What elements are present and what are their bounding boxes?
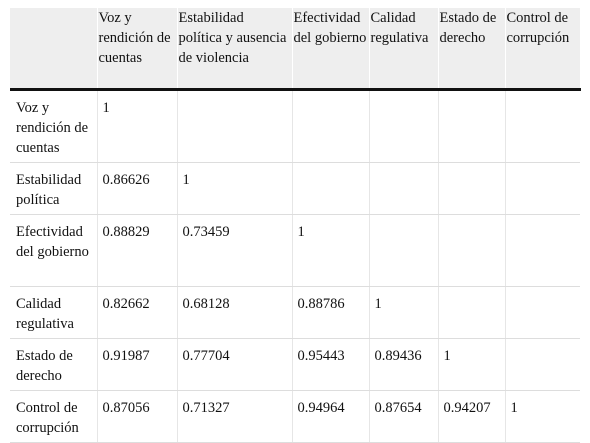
table-cell: 0.73459 (177, 214, 293, 287)
table-cell (177, 89, 293, 163)
table-cell (369, 162, 439, 215)
table-cell (438, 214, 506, 287)
table-cell: 1 (438, 338, 506, 391)
table-cell (505, 162, 580, 215)
row-label: Efectividad del gobierno (10, 214, 98, 287)
table-row: Estabilidad política 0.86626 1 (10, 162, 580, 215)
table-cell: 1 (505, 390, 580, 443)
header-control-corrupcion: Control de corrupción (505, 8, 581, 91)
row-label: Voz y rendición de cuentas (10, 89, 98, 163)
table-cell (292, 89, 370, 163)
correlation-table: Voz y rendición de cuentas Estabilidad p… (10, 8, 581, 443)
table-cell (292, 162, 370, 215)
header-estado-derecho: Estado de derecho (438, 8, 506, 91)
table-cell: 0.71327 (177, 390, 293, 443)
table-cell: 0.77704 (177, 338, 293, 391)
table-cell: 0.87056 (97, 390, 178, 443)
header-voz-rendicion: Voz y rendición de cuentas (97, 8, 178, 91)
header-efectividad-gobierno: Efectividad del gobierno (292, 8, 370, 91)
table-cell (505, 338, 580, 391)
table-body: Voz y rendición de cuentas 1 Estabilidad… (10, 89, 580, 443)
row-label: Estado de derecho (10, 338, 98, 391)
table-cell: 0.68128 (177, 286, 293, 339)
table-cell (505, 214, 580, 287)
table-cell: 0.88786 (292, 286, 370, 339)
table-cell (438, 89, 506, 163)
correlation-table-container: Voz y rendición de cuentas Estabilidad p… (10, 8, 581, 443)
table-cell (505, 89, 580, 163)
table-cell: 1 (97, 89, 178, 163)
header-estabilidad-politica: Estabilidad política y ausencia de viole… (177, 8, 293, 91)
table-cell: 0.94207 (438, 390, 506, 443)
table-cell (438, 286, 506, 339)
table-cell (369, 214, 439, 287)
table-cell (505, 286, 580, 339)
table-cell (369, 89, 439, 163)
header-calidad-regulativa: Calidad regulativa (369, 8, 439, 91)
table-cell: 0.89436 (369, 338, 439, 391)
row-label: Control de corrupción (10, 390, 98, 443)
header-row: Voz y rendición de cuentas Estabilidad p… (10, 8, 581, 91)
table-row: Voz y rendición de cuentas 1 (10, 89, 580, 163)
table-cell: 0.87654 (369, 390, 439, 443)
row-label: Estabilidad política (10, 162, 98, 215)
table-header: Voz y rendición de cuentas Estabilidad p… (10, 8, 581, 91)
table-row: Control de corrupción 0.87056 0.71327 0.… (10, 390, 580, 443)
table-cell: 1 (369, 286, 439, 339)
table-cell: 0.88829 (97, 214, 178, 287)
table-row: Efectividad del gobierno 0.88829 0.73459… (10, 214, 580, 287)
header-corner-cell (10, 8, 98, 91)
table-cell: 0.91987 (97, 338, 178, 391)
table-cell: 1 (292, 214, 370, 287)
row-label: Calidad regulativa (10, 286, 98, 339)
table-cell: 1 (177, 162, 293, 215)
table-row: Calidad regulativa 0.82662 0.68128 0.887… (10, 286, 580, 339)
table-cell: 0.94964 (292, 390, 370, 443)
table-cell: 0.95443 (292, 338, 370, 391)
table-row: Estado de derecho 0.91987 0.77704 0.9544… (10, 338, 580, 391)
table-cell: 0.86626 (97, 162, 178, 215)
table-cell (438, 162, 506, 215)
table-cell: 0.82662 (97, 286, 178, 339)
